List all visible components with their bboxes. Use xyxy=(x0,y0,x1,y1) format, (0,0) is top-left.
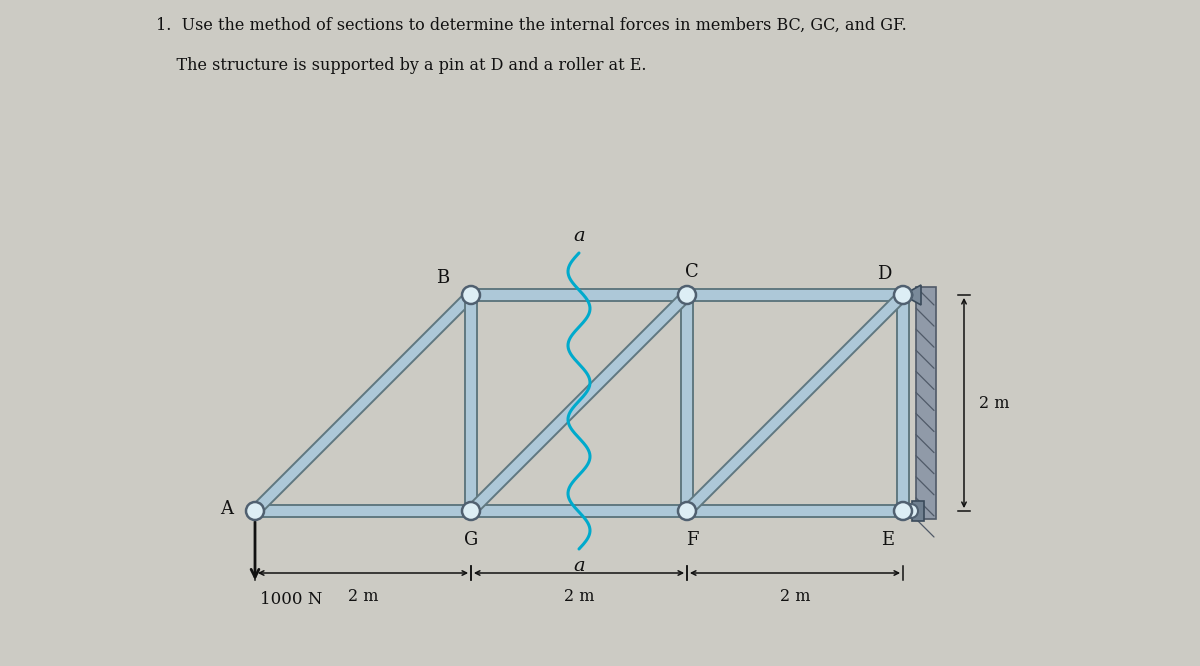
Bar xyxy=(912,501,924,521)
Text: 2 m: 2 m xyxy=(780,588,810,605)
Circle shape xyxy=(246,502,264,520)
Circle shape xyxy=(904,504,918,518)
Polygon shape xyxy=(466,295,476,511)
Circle shape xyxy=(904,290,912,300)
Circle shape xyxy=(678,502,696,520)
Text: a: a xyxy=(574,557,584,575)
Polygon shape xyxy=(251,291,475,515)
Circle shape xyxy=(894,502,912,520)
Text: 1.  Use the method of sections to determine the internal forces in members BC, G: 1. Use the method of sections to determi… xyxy=(156,17,907,34)
Text: B: B xyxy=(436,269,449,287)
Polygon shape xyxy=(254,505,904,517)
Polygon shape xyxy=(470,289,904,301)
Circle shape xyxy=(462,286,480,304)
Polygon shape xyxy=(898,295,908,511)
Text: G: G xyxy=(464,531,478,549)
Polygon shape xyxy=(904,285,922,305)
Text: 2 m: 2 m xyxy=(979,394,1009,412)
Text: F: F xyxy=(685,531,698,549)
Circle shape xyxy=(678,286,696,304)
Text: The structure is supported by a pin at D and a roller at E.: The structure is supported by a pin at D… xyxy=(156,57,647,74)
Polygon shape xyxy=(682,295,692,511)
Text: C: C xyxy=(685,263,698,281)
Text: D: D xyxy=(877,265,892,283)
Text: a: a xyxy=(574,227,584,245)
Polygon shape xyxy=(467,291,691,515)
Text: 2 m: 2 m xyxy=(348,588,378,605)
Text: 2 m: 2 m xyxy=(564,588,594,605)
Text: E: E xyxy=(882,531,894,549)
Polygon shape xyxy=(683,291,907,515)
Circle shape xyxy=(894,286,912,304)
Circle shape xyxy=(462,502,480,520)
Text: 1000 N: 1000 N xyxy=(260,591,323,608)
Text: A: A xyxy=(220,500,233,518)
Bar xyxy=(916,287,936,519)
